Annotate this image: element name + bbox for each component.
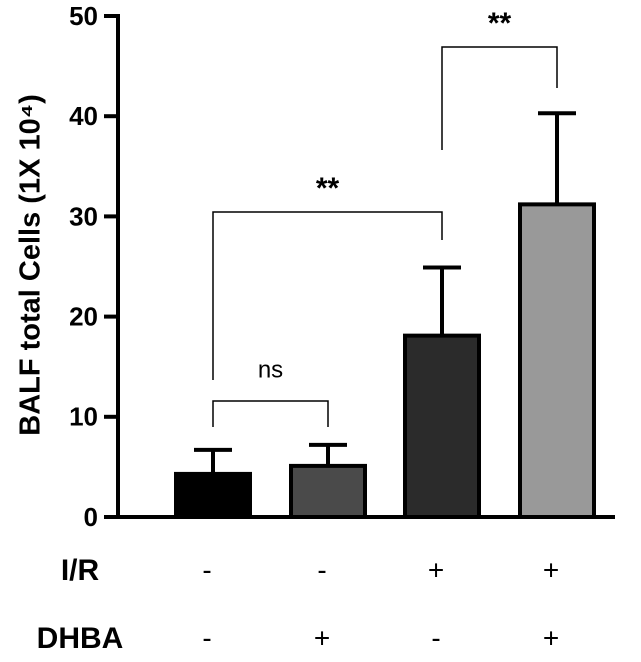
significance-bracket <box>441 46 558 150</box>
condition-name: I/R <box>61 554 100 587</box>
condition-value: + <box>543 622 559 653</box>
condition-value: - <box>202 554 211 585</box>
condition-name: DHBA <box>37 622 124 655</box>
condition-value: - <box>202 622 211 653</box>
y-tick-label: 10 <box>69 402 98 432</box>
bar <box>518 202 596 519</box>
condition-value: - <box>317 554 326 585</box>
condition-value: + <box>428 554 444 585</box>
significance-label: ns <box>258 356 283 383</box>
significance-bracket <box>212 211 443 380</box>
significance-label: ** <box>488 7 512 40</box>
y-tick-label: 30 <box>69 201 98 231</box>
y-axis-label: BALF total Cells (1X 10⁴) <box>15 94 47 435</box>
significance-bracket <box>212 400 329 427</box>
y-tick-label: 20 <box>69 301 98 331</box>
y-tick-label: 50 <box>69 1 98 31</box>
y-tick-label: 40 <box>69 101 98 131</box>
condition-value: + <box>314 622 330 653</box>
bar <box>403 333 481 519</box>
condition-value: - <box>431 622 440 653</box>
bar <box>174 471 252 519</box>
y-tick-label: 0 <box>84 502 98 532</box>
condition-value: + <box>543 554 559 585</box>
significance-label: ** <box>316 172 340 205</box>
bar <box>289 463 367 520</box>
